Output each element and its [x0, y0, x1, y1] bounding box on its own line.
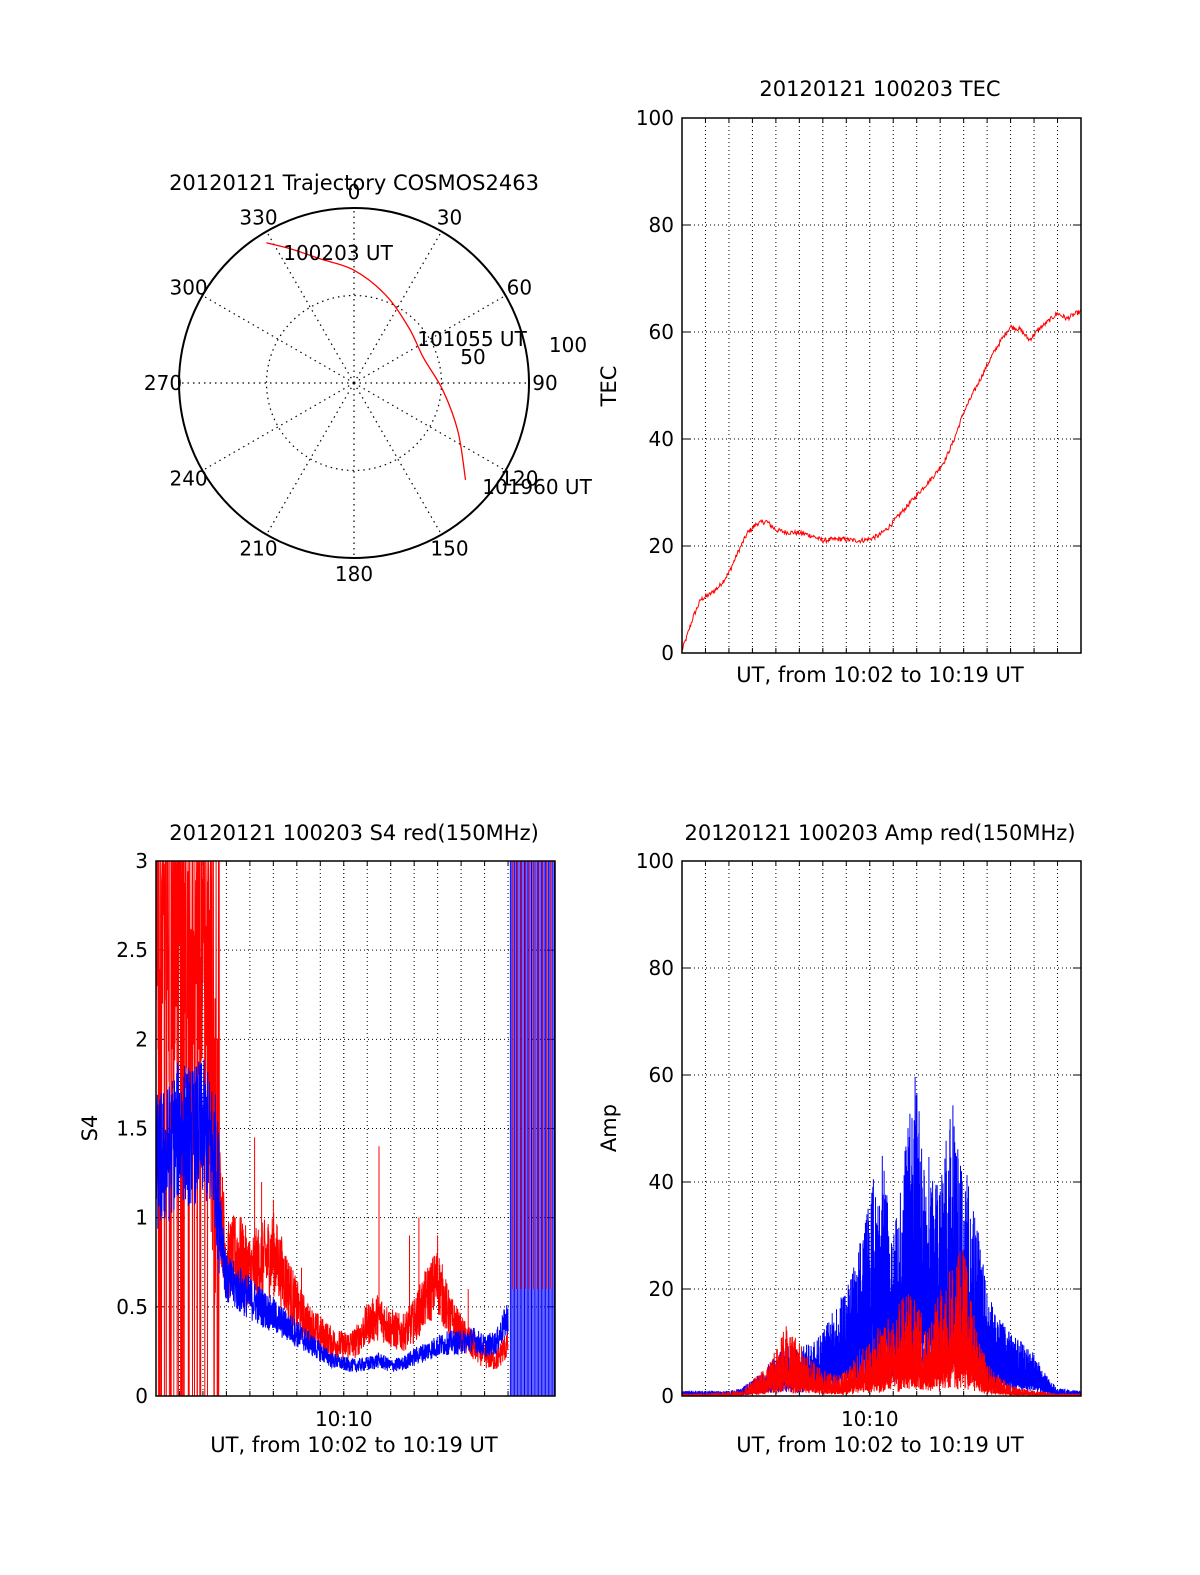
y-tick-label: 2.5: [116, 938, 148, 962]
s4-plot-area: 0 0.5 1 1.5 2 2.5 3 10:10: [116, 849, 556, 1431]
polar-azimuth-label: 150: [430, 536, 468, 560]
polar-azimuth-label: 60: [507, 276, 532, 300]
s4-ylabel: S4: [78, 1115, 102, 1142]
polar-azimuth-label: 120: [500, 467, 538, 491]
polar-radial-label: 50: [460, 345, 485, 369]
y-tick-label: 80: [649, 956, 674, 980]
plot-frame: [681, 860, 1082, 1397]
polar-spoke: [265, 382, 355, 535]
polar-azimuth-label: 270: [144, 371, 182, 395]
tec-xlabel: UT, from 10:02 to 10:19 UT: [736, 663, 1024, 687]
x-tick-label: 10:10: [315, 1407, 373, 1431]
polar-spoke: [353, 382, 506, 472]
polar-radial-label: 100: [549, 333, 587, 357]
plot-frame: [155, 860, 556, 1397]
polar-panel: 20120121 Trajectory COSMOS2463 0 30 60 90 12…: [144, 171, 593, 586]
y-tick-label: 0: [135, 1384, 148, 1408]
y-tick-label: 0.5: [116, 1295, 148, 1319]
y-tick-label: 2: [135, 1027, 148, 1051]
series-group: [156, 861, 555, 1396]
polar-trajectory-line: [266, 242, 467, 481]
y-tick-label: 20: [649, 1277, 674, 1301]
y-tick-label: 40: [649, 427, 674, 451]
amp-xlabel: UT, from 10:02 to 10:19 UT: [736, 1433, 1024, 1457]
s4-panel: 20120121 100203 S4 red(150MHz) 0 0.5 1 1.5 2…: [78, 821, 556, 1457]
y-tick-label: 20: [649, 534, 674, 558]
polar-annotations: 100203 UT 101055 UT 101960 UT: [283, 241, 592, 499]
series-group: [682, 309, 1081, 651]
polar-azimuth-labels: 0 30 60 90 120 150 180 210 240 270 300 330: [144, 180, 558, 586]
polar-azimuth-label: 240: [169, 467, 207, 491]
y-tick-label: 100: [636, 849, 674, 873]
polar-spoke: [353, 382, 443, 535]
amp-red-series: [682, 1250, 1081, 1396]
x-tick-label: 10:10: [841, 1407, 899, 1431]
polar-azimuth-label: 0: [348, 180, 361, 204]
polar-trajectory: [266, 242, 467, 481]
s4-xlabel: UT, from 10:02 to 10:19 UT: [210, 1433, 498, 1457]
polar-azimuth-label: 30: [437, 206, 462, 230]
s4-title: 20120121 100203 S4 red(150MHz): [169, 821, 539, 845]
y-tick-label: 40: [649, 1170, 674, 1194]
polar-annotation: 101960 UT: [482, 475, 592, 499]
polar-azimuth-label: 180: [335, 562, 373, 586]
polar-annotation: 100203 UT: [283, 241, 393, 265]
tec-ylabel: TEC: [597, 366, 621, 408]
polar-annotation: 101055 UT: [417, 327, 527, 351]
amp-plot-area: 0 20 40 60 80 100 10:10: [636, 849, 1082, 1431]
s4-red-saturation: [512, 861, 555, 1289]
y-tick-label: 1: [135, 1206, 148, 1230]
polar-spoke: [202, 382, 355, 472]
y-tick-label: 0: [661, 1384, 674, 1408]
y-tick-label: 3: [135, 849, 148, 873]
polar-grid: [178, 207, 530, 559]
y-tick-label: 1.5: [116, 1117, 148, 1141]
polar-azimuth-label: 210: [239, 536, 277, 560]
amp-panel: 20120121 100203 Amp red(150MHz) 0 20 40 60 8…: [597, 821, 1082, 1457]
tec-panel: 20120121 100203 TEC 0 20 40 60 80 100 UT, fro…: [597, 77, 1082, 687]
polar-outer-ring: [178, 207, 530, 559]
amp-title: 20120121 100203 Amp red(150MHz): [684, 821, 1075, 845]
y-tick-label: 100: [636, 106, 674, 130]
polar-title: 20120121 Trajectory COSMOS2463: [169, 171, 539, 195]
tec-plot-area: 0 20 40 60 80 100: [636, 106, 1082, 665]
amp-ylabel: Amp: [597, 1104, 621, 1152]
y-tick-label: 60: [649, 320, 674, 344]
polar-inner-ring: [265, 294, 443, 472]
series-group: [682, 1076, 1081, 1396]
tec-title: 20120121 100203 TEC: [759, 77, 1000, 101]
y-tick-label: 80: [649, 213, 674, 237]
polar-azimuth-label: 330: [239, 206, 277, 230]
plot-frame: [681, 117, 1082, 654]
polar-radial-labels: 50 100: [460, 333, 587, 369]
polar-azimuth-label: 90: [532, 371, 557, 395]
tec-series-line: [682, 309, 1081, 651]
y-tick-label: 0: [661, 641, 674, 665]
polar-azimuth-label: 300: [169, 276, 207, 300]
s4-red-series: [156, 861, 509, 1396]
y-tick-label: 60: [649, 1063, 674, 1087]
